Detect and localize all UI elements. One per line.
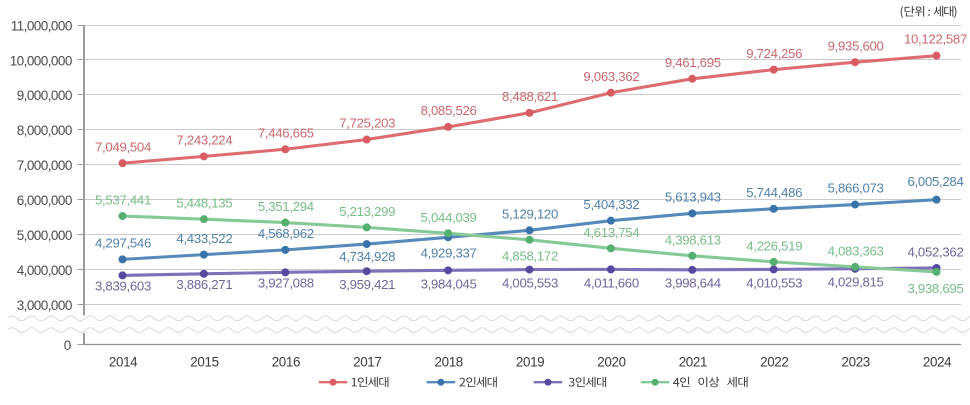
svg-text:2020: 2020 xyxy=(597,355,625,370)
svg-text:4,000,000: 4,000,000 xyxy=(17,263,72,278)
svg-text:9,724,256: 9,724,256 xyxy=(746,46,802,61)
svg-text:5,213,299: 5,213,299 xyxy=(339,204,395,219)
svg-text:7,049,504: 7,049,504 xyxy=(95,139,151,154)
svg-text:9,461,695: 9,461,695 xyxy=(665,55,721,70)
svg-text:2015: 2015 xyxy=(190,355,218,370)
svg-text:3,938,695: 3,938,695 xyxy=(908,281,964,296)
svg-text:7,000,000: 7,000,000 xyxy=(17,158,72,173)
svg-text:5,351,294: 5,351,294 xyxy=(258,199,314,214)
svg-text:2022: 2022 xyxy=(760,355,788,370)
svg-text:2024: 2024 xyxy=(923,355,952,370)
svg-text:7,446,665: 7,446,665 xyxy=(258,125,314,140)
svg-text:2018: 2018 xyxy=(435,355,463,370)
svg-text:3,984,045: 3,984,045 xyxy=(421,276,477,291)
svg-text:4,226,519: 4,226,519 xyxy=(746,238,802,253)
svg-text:8,085,526: 8,085,526 xyxy=(421,103,477,118)
svg-text:9,063,362: 9,063,362 xyxy=(583,69,639,84)
svg-text:4,010,553: 4,010,553 xyxy=(746,275,802,290)
svg-text:4,858,172: 4,858,172 xyxy=(502,248,558,263)
svg-text:5,448,135: 5,448,135 xyxy=(176,196,232,211)
svg-text:5,744,486: 5,744,486 xyxy=(746,185,802,200)
svg-text:2023: 2023 xyxy=(842,355,870,370)
svg-text:4,929,337: 4,929,337 xyxy=(421,245,477,260)
svg-text:2021: 2021 xyxy=(679,355,707,370)
svg-text:4,029,815: 4,029,815 xyxy=(828,275,884,290)
svg-text:4,433,522: 4,433,522 xyxy=(176,231,232,246)
svg-text:10,000,000: 10,000,000 xyxy=(10,53,72,68)
svg-text:4,052,362: 4,052,362 xyxy=(908,244,964,259)
svg-text:10,122,587: 10,122,587 xyxy=(904,32,967,47)
svg-text:3,000,000: 3,000,000 xyxy=(17,298,72,313)
svg-text:4,568,962: 4,568,962 xyxy=(258,226,314,241)
svg-text:4,398,613: 4,398,613 xyxy=(665,232,721,247)
svg-text:5,613,943: 5,613,943 xyxy=(665,190,721,205)
svg-text:5,000,000: 5,000,000 xyxy=(17,228,72,243)
svg-text:4,005,553: 4,005,553 xyxy=(502,276,558,291)
svg-text:5,537,441: 5,537,441 xyxy=(95,193,151,208)
svg-text:8,488,621: 8,488,621 xyxy=(502,89,558,104)
svg-text:5,866,073: 5,866,073 xyxy=(828,181,884,196)
svg-text:11,000,000: 11,000,000 xyxy=(11,18,72,33)
svg-text:4,083,363: 4,083,363 xyxy=(828,243,884,258)
svg-text:0: 0 xyxy=(64,338,72,353)
svg-text:5,129,120: 5,129,120 xyxy=(502,207,558,222)
svg-text:4,734,928: 4,734,928 xyxy=(339,249,395,264)
svg-text:4,011,660: 4,011,660 xyxy=(584,275,639,290)
svg-text:5,404,332: 5,404,332 xyxy=(583,197,639,212)
svg-text:3,839,603: 3,839,603 xyxy=(95,279,151,294)
svg-text:5,044,039: 5,044,039 xyxy=(421,210,477,225)
svg-text:2016: 2016 xyxy=(272,355,300,370)
svg-text:3,998,644: 3,998,644 xyxy=(665,276,721,291)
svg-text:2017: 2017 xyxy=(353,355,381,370)
svg-text:6,000,000: 6,000,000 xyxy=(17,193,72,208)
svg-text:3,927,088: 3,927,088 xyxy=(258,275,314,290)
svg-text:2019: 2019 xyxy=(516,355,544,370)
svg-text:3,959,421: 3,959,421 xyxy=(339,277,395,292)
svg-text:8,000,000: 8,000,000 xyxy=(17,123,72,138)
svg-text:4,613,754: 4,613,754 xyxy=(583,225,639,240)
svg-text:7,243,224: 7,243,224 xyxy=(176,133,232,148)
svg-text:9,935,600: 9,935,600 xyxy=(828,38,884,53)
svg-text:7,725,203: 7,725,203 xyxy=(339,116,395,131)
svg-text:9,000,000: 9,000,000 xyxy=(17,88,72,103)
svg-text:3,886,271: 3,886,271 xyxy=(176,277,232,292)
svg-text:2014: 2014 xyxy=(109,355,138,370)
svg-text:6,005,284: 6,005,284 xyxy=(908,174,964,189)
svg-text:4,297,546: 4,297,546 xyxy=(95,236,151,251)
